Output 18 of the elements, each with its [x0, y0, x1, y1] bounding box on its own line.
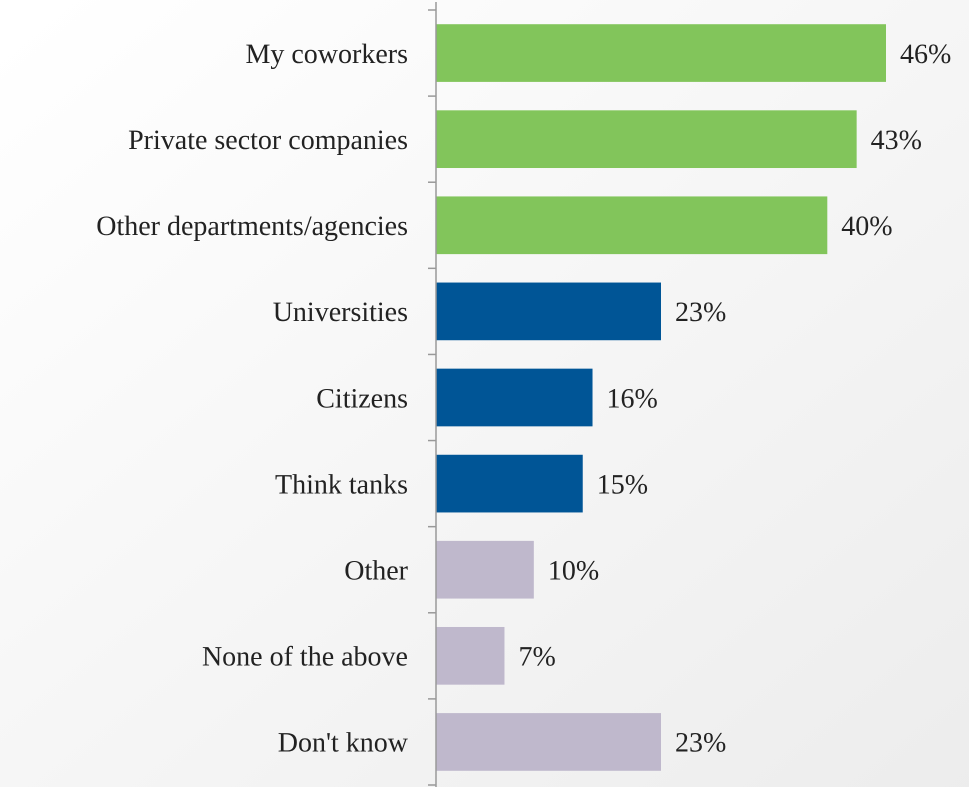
data-label: 43%	[870, 124, 922, 156]
data-label: 40%	[841, 211, 893, 242]
y-tick-label: Universities	[272, 297, 408, 328]
data-label: 15%	[596, 469, 648, 500]
y-tick-label: Private sector companies	[128, 124, 408, 156]
y-tick-label: Other departments/agencies	[96, 211, 408, 242]
y-tick-label: Think tanks	[275, 469, 408, 500]
data-label: 16%	[606, 383, 658, 414]
y-tick-label: Don't know	[278, 728, 409, 759]
y-tick-label: Citizens	[316, 383, 408, 414]
data-label: 10%	[548, 556, 600, 587]
y-tick-label: My coworkers	[245, 38, 408, 70]
data-label: 7%	[518, 642, 556, 673]
data-label: 23%	[675, 297, 726, 328]
y-tick-label: Other	[344, 556, 409, 587]
data-label: 46%	[900, 38, 952, 70]
y-tick-label: None of the above	[202, 642, 408, 673]
data-label: 23%	[675, 728, 726, 759]
